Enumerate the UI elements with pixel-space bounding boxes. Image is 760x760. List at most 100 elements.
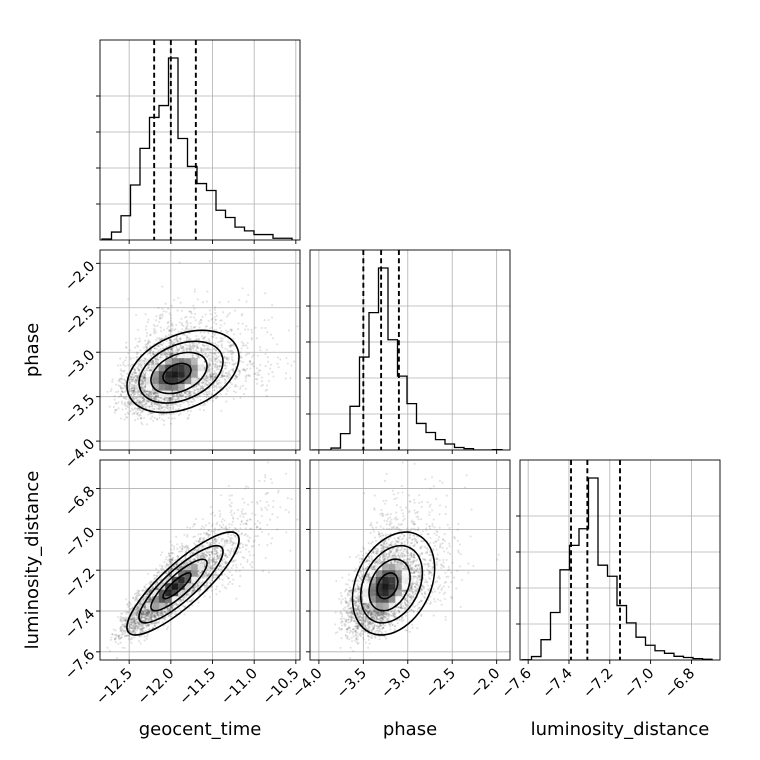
sample-point — [195, 354, 198, 357]
sample-point — [129, 401, 132, 404]
sample-point — [225, 538, 229, 541]
sample-point — [148, 392, 151, 395]
sample-point — [204, 390, 207, 393]
sample-point — [184, 391, 187, 394]
sample-point — [119, 368, 122, 371]
sample-point — [139, 396, 142, 399]
sample-point — [125, 396, 128, 399]
sample-point — [174, 338, 177, 341]
sample-point — [198, 581, 201, 584]
sample-point — [133, 393, 137, 396]
sample-point — [140, 384, 143, 387]
sample-point — [146, 367, 149, 370]
sample-point — [238, 370, 241, 373]
sample-point — [119, 618, 122, 621]
sample-point — [211, 317, 214, 320]
sample-point — [127, 363, 130, 367]
sample-point — [197, 322, 201, 325]
sample-point — [190, 393, 193, 396]
sample-point — [136, 612, 139, 615]
density-cell — [184, 358, 192, 365]
sample-point — [247, 293, 250, 296]
sample-point — [180, 598, 183, 601]
sample-point — [179, 412, 182, 415]
sample-point — [200, 554, 203, 557]
sample-point — [227, 357, 230, 360]
sample-point — [255, 526, 259, 529]
sample-point — [138, 400, 141, 404]
sample-point — [195, 348, 198, 352]
sample-point — [166, 603, 169, 606]
sample-point — [204, 335, 207, 338]
sample-point — [171, 352, 174, 355]
density-cell — [165, 377, 172, 385]
sample-point — [141, 611, 144, 614]
sample-point — [144, 401, 148, 404]
sample-point — [212, 546, 215, 549]
sample-point — [216, 381, 219, 385]
sample-point — [185, 347, 188, 350]
sample-point — [158, 356, 162, 359]
sample-point — [167, 321, 170, 324]
sample-point — [208, 354, 211, 357]
sample-point — [150, 348, 153, 351]
sample-point — [131, 409, 134, 412]
sample-point — [155, 567, 158, 570]
sample-point — [128, 349, 131, 352]
sample-point — [233, 309, 236, 312]
sample-point — [234, 374, 237, 377]
sample-point — [204, 352, 207, 355]
sample-point — [138, 621, 141, 624]
sample-point — [190, 356, 193, 359]
sample-point — [224, 347, 227, 350]
sample-point — [134, 627, 137, 630]
sample-point — [117, 634, 120, 637]
histogram-step — [521, 477, 713, 660]
sample-point — [186, 390, 189, 393]
sample-point — [269, 333, 273, 336]
sample-point — [211, 356, 214, 359]
sample-point — [166, 407, 169, 410]
sample-point — [131, 396, 134, 400]
sample-point — [185, 338, 188, 341]
sample-point — [122, 370, 125, 373]
sample-point — [180, 346, 183, 350]
sample-point — [190, 312, 193, 315]
sample-point — [137, 621, 140, 625]
sample-point — [156, 587, 159, 590]
sample-point — [142, 409, 145, 412]
sample-point — [139, 379, 142, 382]
sample-point — [219, 553, 222, 556]
sample-point — [215, 593, 218, 596]
sample-point — [213, 371, 216, 374]
sample-point — [121, 623, 124, 626]
sample-point — [158, 317, 162, 320]
sample-point — [118, 379, 121, 382]
sample-point — [143, 403, 146, 406]
sample-point — [210, 318, 213, 321]
sample-point — [266, 544, 269, 547]
sample-point — [191, 398, 194, 401]
sample-point — [147, 599, 150, 602]
sample-point — [124, 413, 127, 416]
sample-point — [197, 601, 200, 604]
sample-point — [154, 393, 157, 396]
sample-point — [203, 537, 206, 540]
sample-point — [216, 395, 219, 399]
sample-point — [155, 395, 158, 398]
sample-point — [137, 363, 140, 366]
sample-point — [158, 315, 161, 318]
sample-point — [141, 616, 144, 619]
sample-point — [130, 618, 133, 621]
sample-point — [119, 373, 122, 376]
sample-point — [150, 401, 153, 404]
sample-point — [221, 373, 224, 376]
sample-point — [127, 298, 130, 301]
sample-point — [178, 414, 181, 417]
sample-point — [276, 362, 279, 365]
sample-point — [132, 390, 135, 393]
sample-point — [209, 357, 212, 360]
sample-point — [214, 360, 217, 363]
sample-point — [211, 577, 214, 580]
sample-point — [137, 368, 140, 372]
